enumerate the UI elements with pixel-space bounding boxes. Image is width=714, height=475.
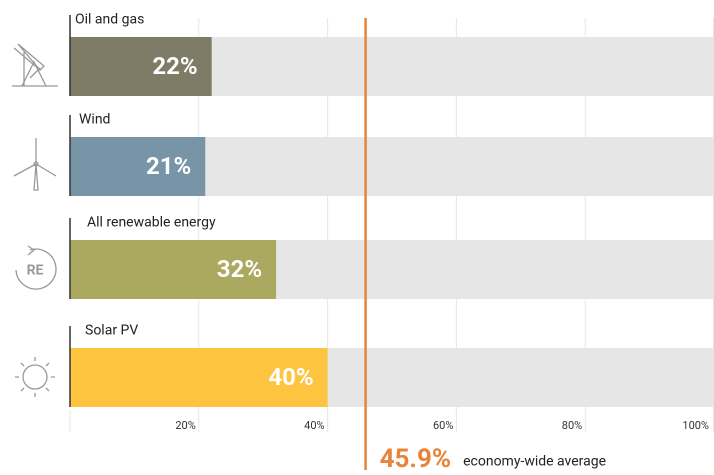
x-tick-label: 20% <box>175 419 195 432</box>
bar <box>70 348 328 407</box>
value-label: 40% <box>268 363 313 391</box>
x-tick-label: 60% <box>433 419 453 432</box>
x-tick-label: 40% <box>304 419 324 432</box>
value-label: 21% <box>146 152 191 180</box>
value-label: 32% <box>217 255 262 283</box>
category-label: Oil and gas <box>75 12 144 28</box>
reference-label: 45.9% <box>380 444 452 474</box>
reference-text: economy-wide average <box>463 454 606 470</box>
value-label: 22% <box>152 52 197 80</box>
bar <box>70 240 277 299</box>
icon-sun <box>15 357 55 397</box>
icon-re: RE <box>15 245 57 290</box>
svg-text:RE: RE <box>27 263 44 279</box>
category-label: Solar PV <box>85 323 138 339</box>
icon-oil <box>12 43 58 87</box>
category-label: Wind <box>79 112 110 128</box>
x-tick-label: 100% <box>682 419 709 432</box>
x-tick-label: 80% <box>562 419 582 432</box>
category-label: All renewable energy <box>87 215 216 231</box>
icon-wind <box>13 138 57 191</box>
bar <box>70 37 212 96</box>
bar <box>70 137 206 196</box>
